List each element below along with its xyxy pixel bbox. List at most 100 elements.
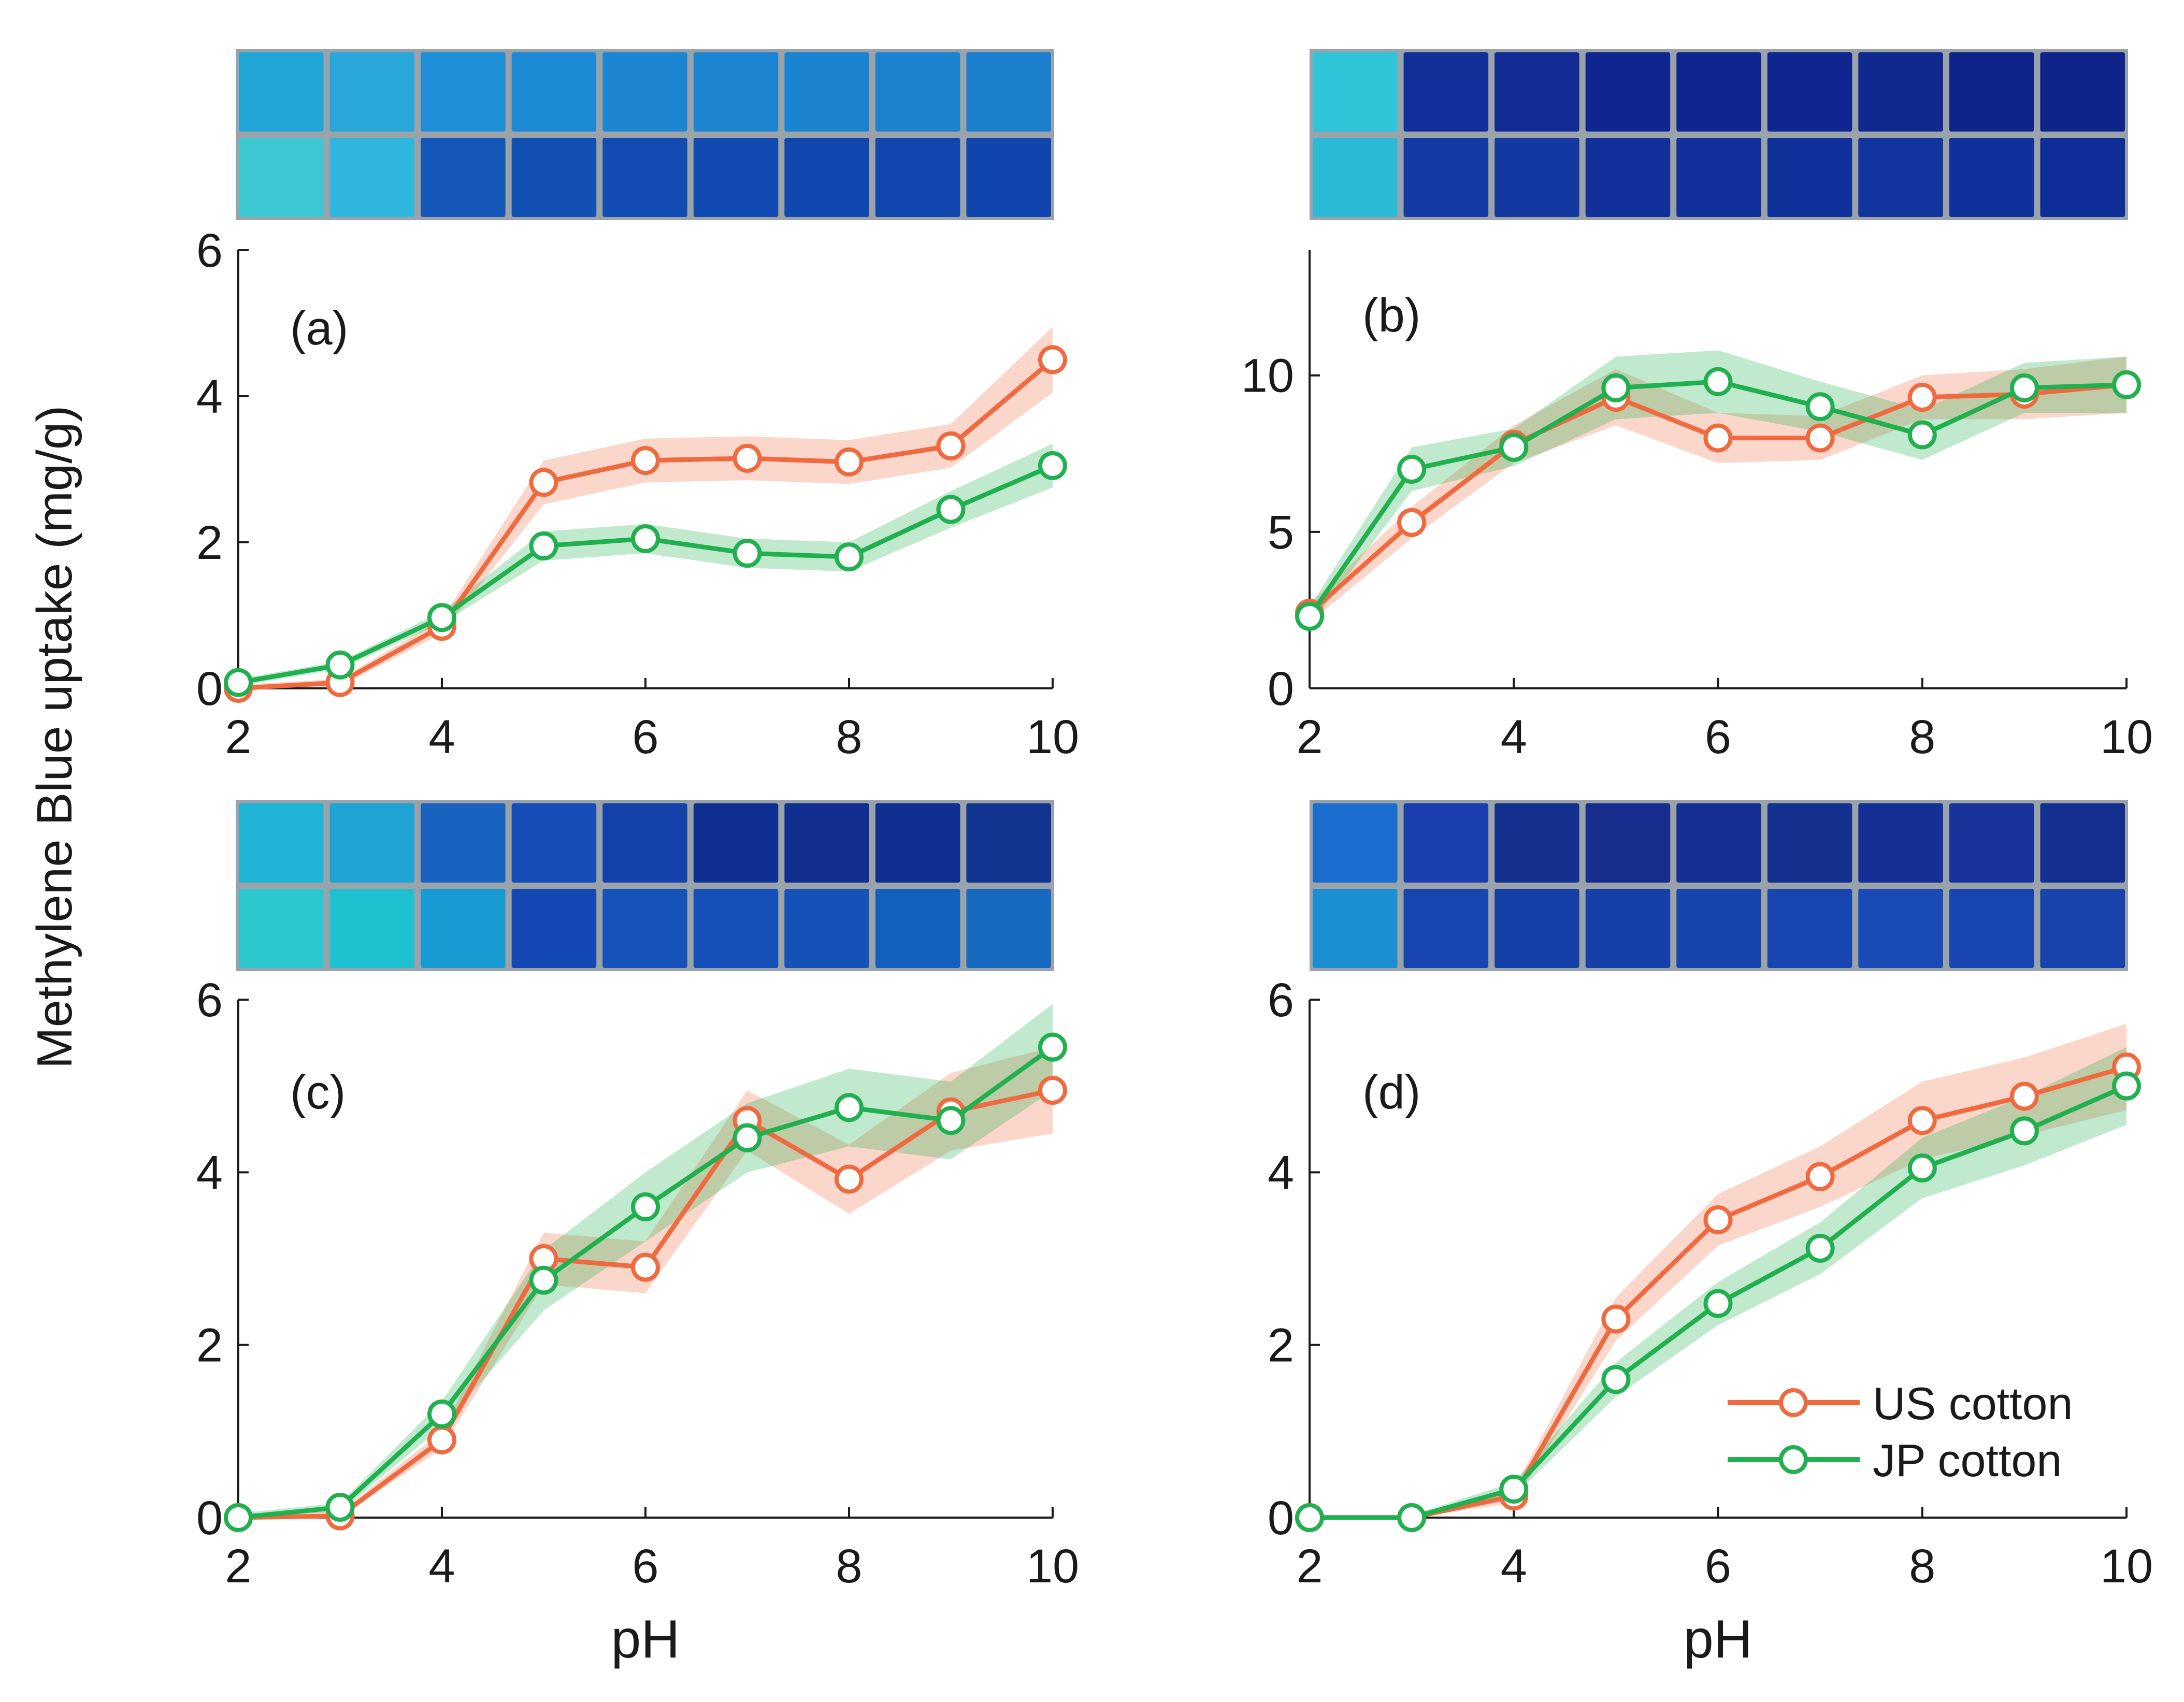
- y-tick-label: 4: [196, 370, 223, 423]
- fabric-swatch: [511, 803, 597, 883]
- data-point: [732, 1123, 762, 1152]
- fabric-swatch: [421, 138, 506, 217]
- x-tick-label: 10: [2100, 1540, 2153, 1593]
- data-point: [835, 542, 864, 572]
- fabric-swatch: [1495, 52, 1579, 132]
- y-tick-label: 0: [196, 662, 223, 715]
- fabric-swatch: [784, 889, 869, 968]
- x-tick-label: 10: [1026, 711, 1079, 763]
- x-axis-label: pH: [1684, 1609, 1752, 1669]
- fabric-swatch: [329, 52, 415, 132]
- error-band: [1310, 1023, 2126, 1518]
- fabric-swatch: [784, 138, 869, 217]
- data-point: [2112, 1071, 2141, 1101]
- panel-label: (b): [1362, 289, 1420, 342]
- y-tick-label: 6: [1268, 974, 1294, 1027]
- fabric-swatch: [1585, 138, 1671, 217]
- fabric-swatch: [1313, 889, 1398, 968]
- fabric-swatch: [602, 52, 687, 132]
- fabric-swatch: [239, 803, 324, 883]
- error-band: [1310, 356, 2126, 623]
- data-point: [2009, 1081, 2039, 1111]
- fabric-photo: [236, 800, 1054, 971]
- fabric-swatch: [1858, 889, 1943, 968]
- data-point: [1805, 1162, 1835, 1191]
- fabric-swatch: [1767, 803, 1852, 883]
- error-band: [238, 1004, 1053, 1518]
- fabric-swatch: [1313, 803, 1398, 883]
- legend-marker: [1779, 1388, 1808, 1417]
- data-point: [427, 603, 456, 632]
- data-point: [325, 650, 355, 680]
- y-tick-label: 4: [196, 1146, 223, 1199]
- fabric-swatch: [966, 52, 1051, 132]
- data-point: [1295, 1503, 1324, 1532]
- fabric-swatch: [421, 889, 506, 968]
- fabric-swatch: [1585, 803, 1671, 883]
- data-point: [1907, 1153, 1937, 1182]
- panel-b: 2 4 6 8 10 0 5 10 (b): [1241, 49, 2153, 763]
- panel-label: (a): [290, 302, 348, 355]
- x-tick-label: 6: [1705, 1540, 1731, 1593]
- data-point: [1703, 367, 1733, 396]
- fabric-swatch: [875, 138, 960, 217]
- y-tick-label: 0: [1268, 662, 1294, 715]
- fabric-swatch: [1403, 803, 1489, 883]
- fabric-swatch: [1767, 138, 1852, 217]
- fabric-swatch: [875, 803, 960, 883]
- fabric-swatch: [1767, 889, 1852, 968]
- fabric-swatch: [329, 889, 415, 968]
- fabric-photo: [1310, 800, 2128, 971]
- fabric-swatch: [602, 803, 687, 883]
- x-tick-label: 2: [225, 711, 251, 763]
- x-tick-label: 8: [836, 1540, 862, 1593]
- fabric-swatch: [1858, 138, 1943, 217]
- fabric-swatch: [1949, 138, 2034, 217]
- data-point: [1499, 432, 1529, 462]
- data-point: [1038, 451, 1067, 480]
- fabric-swatch: [784, 52, 869, 132]
- data-point: [1703, 1289, 1733, 1318]
- x-tick-label: 4: [428, 711, 455, 763]
- fabric-swatch: [1767, 52, 1852, 132]
- fabric-swatch: [693, 52, 779, 132]
- y-tick-label: 2: [1268, 1319, 1294, 1372]
- data-point: [1805, 1234, 1835, 1263]
- data-point: [2009, 1116, 2039, 1146]
- fabric-swatch: [875, 889, 960, 968]
- fabric-swatch: [784, 803, 869, 883]
- fabric-swatch: [2040, 52, 2125, 132]
- fabric-swatch: [421, 803, 506, 883]
- fabric-swatch: [1495, 803, 1579, 883]
- fabric-swatch: [329, 138, 415, 217]
- data-point: [1805, 392, 1835, 422]
- data-point: [529, 531, 558, 561]
- fabric-swatch: [239, 52, 324, 132]
- data-point: [1038, 1076, 1067, 1105]
- fabric-swatch: [693, 889, 779, 968]
- fabric-swatch: [1403, 889, 1489, 968]
- y-tick-label: 5: [1268, 506, 1294, 559]
- fabric-swatch: [1676, 803, 1761, 883]
- y-tick-label: 0: [1268, 1492, 1294, 1545]
- fabric-swatch: [329, 803, 415, 883]
- fabric-swatch: [1585, 889, 1671, 968]
- data-point: [631, 446, 660, 475]
- data-point: [835, 447, 864, 477]
- fabric-swatch: [1495, 889, 1579, 968]
- data-point: [2112, 370, 2141, 399]
- data-point: [631, 1252, 660, 1282]
- data-point: [1038, 1032, 1067, 1062]
- y-axis-label: Methylene Blue uptake (mg/g): [27, 406, 82, 1069]
- fabric-swatch: [511, 52, 597, 132]
- data-point: [1499, 1475, 1529, 1504]
- fabric-swatch: [2040, 889, 2125, 968]
- data-point: [1805, 423, 1835, 453]
- data-point: [529, 468, 558, 497]
- series-line: [238, 463, 1054, 685]
- data-point: [936, 1106, 966, 1135]
